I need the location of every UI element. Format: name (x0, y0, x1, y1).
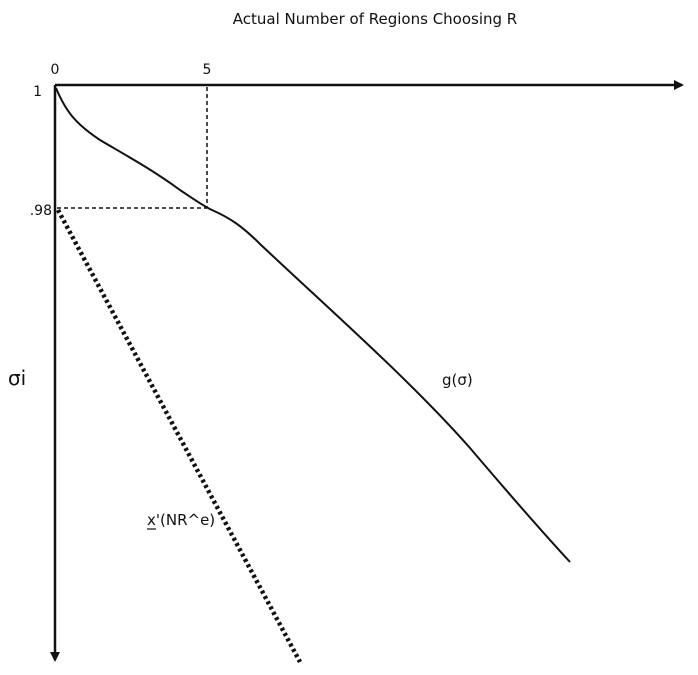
y-tick-098: .98 (30, 203, 52, 219)
x-prime-line (56, 208, 302, 664)
x-tick-0: 0 (51, 62, 60, 78)
y-tick-1: 1 (33, 84, 42, 100)
g-sigma-curve (55, 87, 571, 563)
x-tick-5: 5 (203, 62, 212, 78)
x-prime-label: x'(NR^e) (147, 511, 215, 529)
diagram-title: Actual Number of Regions Choosing R (233, 10, 517, 28)
g-sigma-label: g(σ) (442, 371, 473, 389)
y-axis-label-text: σi (8, 366, 26, 390)
y-axis-label: σi (8, 366, 26, 390)
